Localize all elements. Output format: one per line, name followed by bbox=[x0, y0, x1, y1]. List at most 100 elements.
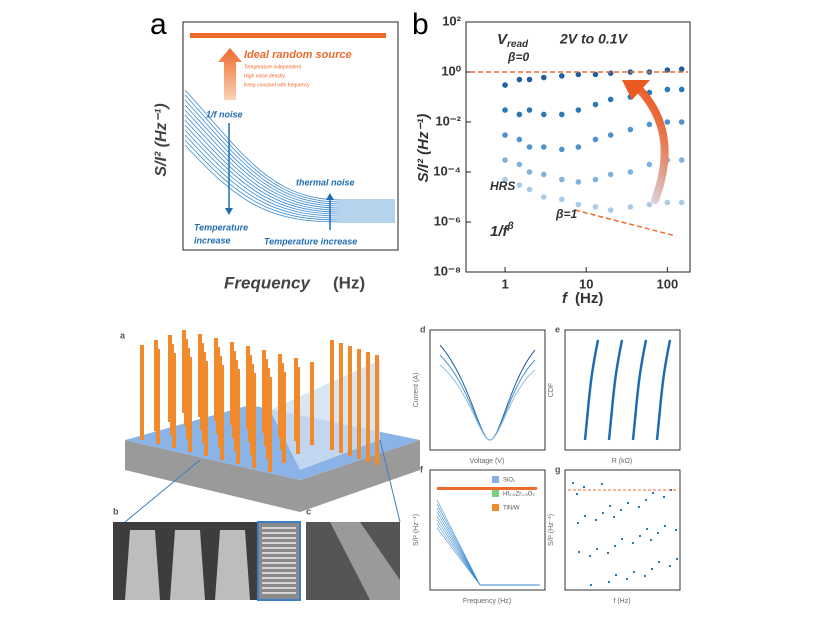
data-point bbox=[678, 66, 685, 72]
data-point bbox=[592, 176, 599, 183]
annotation: thermal noise bbox=[296, 177, 355, 187]
annotation: Vread bbox=[497, 31, 529, 50]
data-point bbox=[540, 74, 547, 81]
point bbox=[583, 486, 585, 488]
subpanel-frame bbox=[429, 469, 546, 591]
y-tick-label: 10⁻² bbox=[435, 113, 461, 128]
legend-swatch bbox=[492, 504, 499, 511]
point bbox=[577, 522, 579, 524]
sem-pillars bbox=[125, 530, 250, 600]
pillar bbox=[182, 330, 186, 413]
point bbox=[576, 493, 578, 495]
x-unit: (Hz) bbox=[575, 290, 603, 307]
pillar bbox=[357, 349, 361, 459]
panel-label: b bbox=[113, 506, 119, 516]
y-label: S/I² (Hz⁻¹) bbox=[415, 114, 432, 183]
data-point bbox=[558, 73, 565, 79]
point bbox=[620, 509, 622, 511]
point bbox=[657, 532, 659, 534]
point bbox=[609, 505, 611, 507]
point bbox=[663, 496, 665, 498]
cdf-curve bbox=[607, 339, 624, 441]
data-point bbox=[558, 146, 565, 153]
noise-curve bbox=[184, 104, 395, 207]
legend-label: TiN/W bbox=[503, 506, 520, 512]
pillar bbox=[375, 355, 379, 465]
annotation: 1/f noise bbox=[206, 109, 243, 119]
cdf-curve bbox=[655, 339, 672, 441]
noise-curve bbox=[184, 119, 395, 213]
y-tick-label: 10⁻⁸ bbox=[434, 263, 461, 278]
panel-label: f bbox=[420, 464, 424, 474]
zoom-line bbox=[379, 439, 401, 523]
x-label: Voltage (V) bbox=[470, 458, 505, 465]
point bbox=[676, 558, 678, 560]
data-point bbox=[502, 132, 508, 138]
noise-curve bbox=[184, 139, 395, 221]
point bbox=[590, 584, 592, 586]
point bbox=[645, 499, 647, 501]
data-point bbox=[526, 76, 533, 83]
data-point bbox=[502, 157, 508, 163]
point bbox=[651, 568, 653, 570]
data-point bbox=[502, 107, 508, 113]
subpanel-frame bbox=[564, 469, 681, 591]
pillar bbox=[294, 358, 298, 441]
pillar bbox=[330, 340, 334, 450]
annotation: increase bbox=[194, 235, 231, 245]
point bbox=[578, 551, 580, 553]
point bbox=[632, 542, 634, 544]
note: High noise density bbox=[244, 73, 285, 79]
noise-curve bbox=[436, 503, 540, 586]
point bbox=[615, 574, 617, 576]
iv-loop bbox=[439, 364, 536, 441]
data-point bbox=[540, 144, 547, 150]
data-point bbox=[592, 204, 599, 210]
annotation: 1/fβ bbox=[490, 221, 514, 240]
point bbox=[607, 552, 609, 554]
data-point bbox=[575, 107, 582, 113]
data-point bbox=[678, 157, 685, 163]
data-point bbox=[627, 204, 634, 210]
data-point bbox=[526, 144, 533, 150]
data-point bbox=[607, 171, 614, 178]
panel-label: e bbox=[555, 324, 560, 334]
y-tick-label: 10⁻⁴ bbox=[433, 163, 461, 178]
x-label: Frequency bbox=[224, 273, 312, 292]
annotation: HRS bbox=[490, 179, 515, 193]
data-point bbox=[607, 207, 614, 213]
annotation: β=0 bbox=[507, 50, 529, 64]
data-point bbox=[540, 171, 547, 178]
data-point bbox=[575, 201, 582, 208]
panel-label: d bbox=[420, 324, 426, 334]
reference-line bbox=[574, 209, 677, 237]
y-tick-label: 10⁰ bbox=[441, 63, 461, 78]
arrow-head bbox=[622, 80, 650, 100]
point bbox=[644, 575, 646, 577]
x-label: R (kΩ) bbox=[612, 458, 632, 465]
pillar bbox=[140, 345, 144, 440]
arrow-head bbox=[326, 193, 334, 200]
data-point bbox=[516, 111, 523, 118]
panel-label: a bbox=[120, 330, 126, 340]
data-point bbox=[540, 111, 547, 118]
data-point bbox=[575, 71, 582, 78]
y-tick-label: 10⁻⁶ bbox=[434, 213, 461, 228]
y-label: S/I² (Hz⁻¹) bbox=[153, 103, 170, 176]
panel-label: b bbox=[412, 8, 429, 41]
y-label: Current (A) bbox=[413, 373, 420, 408]
pillar bbox=[230, 342, 234, 425]
point bbox=[601, 483, 603, 485]
point bbox=[652, 492, 654, 494]
noise-curve bbox=[436, 519, 540, 586]
point bbox=[664, 525, 666, 527]
x-tick-label: 10 bbox=[579, 276, 593, 291]
data-point bbox=[558, 111, 565, 118]
data-point bbox=[516, 182, 523, 188]
point bbox=[596, 548, 598, 550]
substrate bbox=[125, 440, 420, 512]
annotation: Temperature bbox=[194, 222, 248, 232]
legend-swatch bbox=[492, 476, 499, 483]
noise-curve bbox=[184, 114, 395, 211]
tem-layer bbox=[330, 522, 400, 600]
